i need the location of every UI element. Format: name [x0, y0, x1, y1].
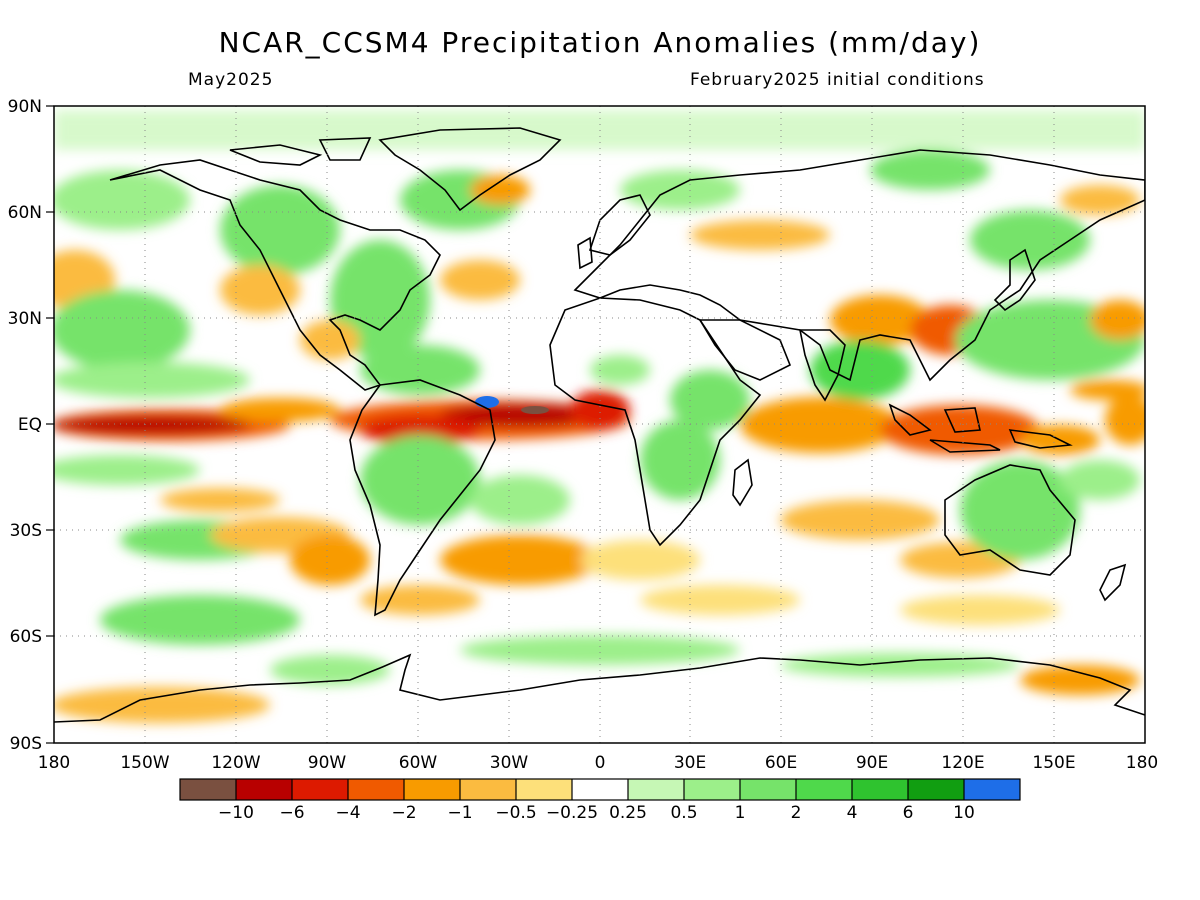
lon-label: 60E — [765, 753, 797, 773]
lon-label: 180 — [38, 753, 70, 773]
lon-label: 180 — [1126, 753, 1158, 773]
init-conditions-label: February2025 initial conditions — [690, 70, 985, 90]
colorbar: −10 −6 −4 −2 −1 −0.5 −0.25 0.25 0.5 1 2 … — [179, 778, 1021, 823]
lat-label: 90S — [10, 734, 42, 754]
lon-label: 30E — [674, 753, 706, 773]
colorbar-label: −10 — [218, 803, 254, 823]
lat-label: 30S — [10, 521, 42, 541]
anomaly-field — [54, 106, 1145, 743]
colorbar-label: −0.5 — [495, 803, 536, 823]
latitude-labels: 90N 60N 30N EQ 30S 60S 90S — [8, 97, 42, 754]
colorbar-swatch — [908, 779, 964, 800]
lon-label: 90W — [308, 753, 347, 773]
colorbar-label: 0.5 — [670, 803, 697, 823]
colorbar-swatch — [572, 779, 628, 800]
lon-label: 120W — [211, 753, 260, 773]
lat-label: 30N — [8, 309, 42, 329]
colorbar-label: 0.25 — [609, 803, 647, 823]
lon-label: 30W — [490, 753, 529, 773]
colorbar-label: 4 — [847, 803, 858, 823]
colorbar-label: −4 — [335, 803, 360, 823]
colorbar-swatch — [852, 779, 908, 800]
lon-label: 150E — [1032, 753, 1075, 773]
colorbar-swatch — [964, 779, 1020, 800]
lat-label: 90N — [8, 97, 42, 117]
colorbar-label: 10 — [953, 803, 975, 823]
lon-label: 150W — [120, 753, 169, 773]
tick-marks — [46, 105, 54, 744]
colorbar-swatch — [628, 779, 684, 800]
colorbar-label: 2 — [791, 803, 802, 823]
valid-month-label: May2025 — [188, 70, 274, 90]
colorbar-label: −6 — [279, 803, 304, 823]
colorbar-swatch — [460, 779, 516, 800]
colorbar-swatch — [180, 779, 236, 800]
colorbar-swatch — [516, 779, 572, 800]
lat-label: 60N — [8, 203, 42, 223]
colorbar-labels: −10 −6 −4 −2 −1 −0.5 −0.25 0.25 0.5 1 2 … — [218, 803, 975, 823]
lat-label: 60S — [10, 627, 42, 647]
lon-label: 60W — [399, 753, 438, 773]
gridlines — [54, 106, 1145, 743]
colorbar-swatch — [236, 779, 292, 800]
lon-label: 90E — [856, 753, 888, 773]
colorbar-swatch — [348, 779, 404, 800]
coastlines — [54, 127, 1145, 723]
colorbar-swatch — [404, 779, 460, 800]
colorbar-label: −0.25 — [546, 803, 598, 823]
colorbar-swatch — [740, 779, 796, 800]
longitude-labels: 180 150W 120W 90W 60W 30W 0 30E 60E 90E … — [38, 753, 1158, 773]
dry-extreme-spot — [521, 406, 549, 414]
lon-label: 0 — [595, 753, 606, 773]
colorbar-label: 6 — [903, 803, 914, 823]
lon-label: 120E — [941, 753, 984, 773]
lat-label: EQ — [18, 415, 42, 435]
colorbar-label: 1 — [735, 803, 746, 823]
map-title: NCAR_CCSM4 Precipitation Anomalies (mm/d… — [218, 26, 982, 59]
wet-extreme-spot — [475, 396, 499, 408]
colorbar-swatch — [796, 779, 852, 800]
colorbar-label: −2 — [391, 803, 416, 823]
colorbar-swatch — [684, 779, 740, 800]
colorbar-label: −1 — [447, 803, 472, 823]
colorbar-swatch — [292, 779, 348, 800]
